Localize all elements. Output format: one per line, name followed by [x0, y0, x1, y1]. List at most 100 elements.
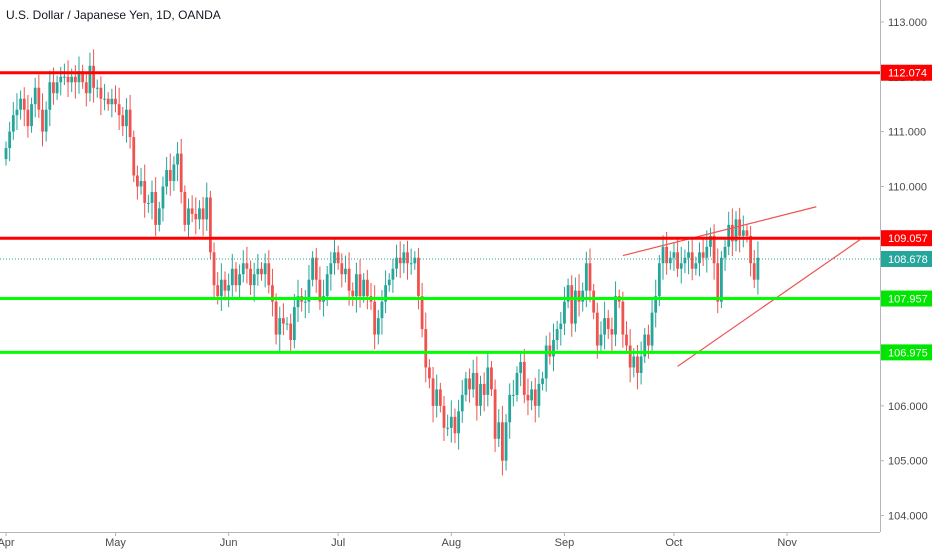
candle-body: [238, 274, 241, 286]
candle-body: [103, 98, 106, 100]
candle-body: [139, 180, 143, 187]
candle-body: [146, 202, 150, 204]
candle-body: [245, 263, 249, 269]
candle-body: [442, 405, 446, 428]
candle-body: [712, 235, 716, 264]
candle-body: [643, 334, 647, 357]
candle-body: [632, 356, 636, 368]
level-price-tag-bg: [881, 230, 932, 247]
candle-body: [376, 318, 380, 335]
candle-body: [274, 301, 278, 335]
candle-body: [303, 301, 307, 303]
level-price-tag-bg: [881, 344, 932, 361]
time-tick-label: May: [105, 537, 126, 549]
candle-body: [373, 301, 377, 335]
candle-body: [559, 323, 563, 330]
candle-body: [621, 301, 625, 335]
candle-body: [216, 285, 220, 297]
candle-body: [497, 422, 501, 439]
candle-body: [581, 290, 585, 302]
candle-body: [344, 268, 347, 275]
time-tick-label: Sep: [555, 537, 575, 549]
candle-body: [574, 290, 577, 324]
candle-body: [526, 394, 530, 401]
candle-body: [391, 268, 395, 280]
candle-body: [424, 329, 428, 368]
candle-body: [176, 153, 179, 165]
candle-body: [121, 115, 125, 127]
candle-body: [4, 148, 8, 160]
candle-body: [486, 367, 490, 395]
candle-body: [340, 263, 344, 275]
candle-body: [256, 268, 260, 275]
candle-body: [431, 378, 435, 406]
candle-body: [234, 268, 238, 286]
candle-body: [227, 285, 231, 291]
candle-body: [81, 71, 85, 83]
candle-body: [92, 65, 95, 88]
candle-body: [168, 170, 172, 181]
candle-body: [380, 301, 384, 319]
candle-body: [599, 334, 603, 346]
candle-body: [672, 252, 676, 258]
candle-body: [435, 389, 439, 406]
price-tick-label: 113.000: [888, 17, 927, 29]
candle-body: [475, 372, 479, 406]
candle-body: [125, 109, 128, 127]
candle-body: [37, 87, 41, 110]
candle-body: [584, 263, 588, 291]
candle-body: [190, 208, 194, 214]
candle-body: [398, 257, 402, 264]
candle-body: [114, 98, 117, 105]
candle-body: [219, 279, 223, 297]
candle-body: [8, 131, 12, 149]
candle-body: [606, 318, 610, 330]
candle-body: [468, 378, 471, 390]
candle-body: [654, 296, 658, 313]
candle-body: [745, 230, 749, 236]
candle-body: [628, 345, 632, 368]
candle-body: [563, 301, 566, 324]
candle-body: [625, 334, 628, 346]
time-tick-label: Jun: [220, 537, 238, 549]
candle-body: [595, 312, 599, 346]
candle-body: [143, 180, 147, 203]
candle-body: [26, 109, 30, 127]
candle-body: [19, 98, 22, 110]
candle-body: [493, 389, 497, 439]
candle-body: [676, 252, 679, 269]
candle-body: [690, 252, 694, 269]
candle-body: [665, 246, 669, 264]
candle-body: [482, 383, 486, 395]
candle-body: [285, 323, 289, 325]
candle-body: [22, 98, 26, 110]
candle-body: [252, 274, 256, 286]
candle-body: [365, 279, 369, 297]
candle-body: [314, 257, 318, 280]
candle-body: [282, 318, 285, 324]
candle-body: [515, 372, 519, 395]
candle-body: [687, 252, 690, 258]
candle-body: [271, 285, 274, 302]
candle-body: [48, 82, 52, 110]
candle-body: [544, 345, 548, 379]
candle-body: [428, 367, 431, 379]
price-tick-label: 105.000: [888, 456, 928, 468]
candle-body: [661, 246, 665, 264]
candle-body: [106, 98, 110, 105]
candle-body: [99, 87, 103, 99]
candle-body: [723, 246, 727, 258]
candle-body: [198, 208, 201, 220]
candle-body: [55, 82, 59, 94]
candle-body: [278, 318, 282, 335]
candle-body: [201, 208, 205, 220]
candle-body: [471, 372, 475, 390]
candle-body: [66, 76, 70, 83]
candle-body: [387, 279, 391, 286]
candle-body: [165, 170, 168, 187]
candle-body: [402, 252, 406, 264]
candle-body: [501, 422, 504, 461]
candle-body: [479, 383, 482, 406]
candle-body: [555, 329, 559, 341]
